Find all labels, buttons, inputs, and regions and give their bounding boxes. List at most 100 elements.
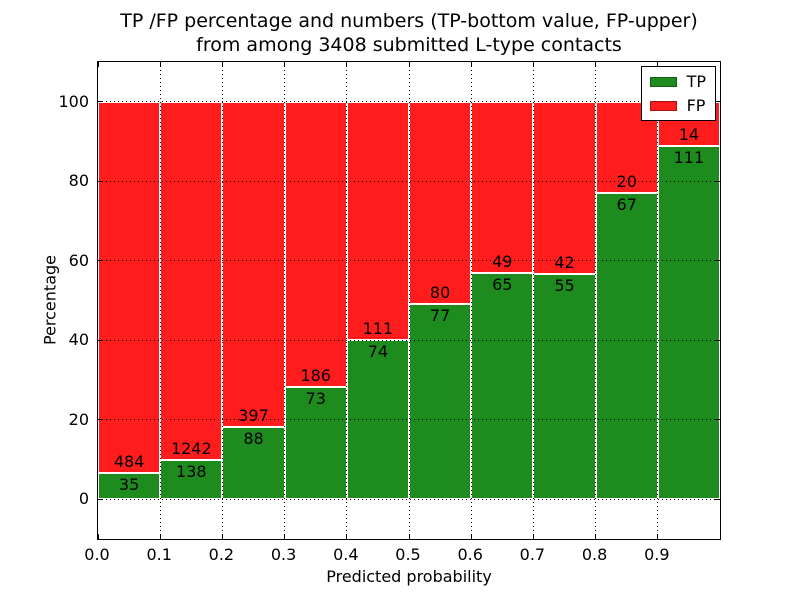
legend-item-tp: TP <box>649 72 706 91</box>
bar-value-fp: 111 <box>362 319 394 339</box>
grid-layer <box>98 62 720 539</box>
h-gridline <box>98 498 720 500</box>
x-tick-bottom <box>595 534 597 539</box>
chart-title-line2: from among 3408 submitted L-type contact… <box>196 34 622 57</box>
x-axis-label: Predicted probability <box>326 567 492 586</box>
bar-value-tp: 55 <box>554 275 575 295</box>
x-tick-top <box>346 62 348 67</box>
bar-value-tp: 74 <box>367 342 389 362</box>
legend-item-fp: FP <box>649 96 706 115</box>
bar-segment-fp <box>284 101 347 388</box>
y-tick-left <box>98 101 103 103</box>
x-tick-label: 0.2 <box>208 545 235 564</box>
x-tick-top <box>470 62 472 67</box>
x-tick-bottom <box>657 534 659 539</box>
y-tick-left <box>98 419 103 421</box>
y-axis-label: Percentage <box>40 254 60 346</box>
y-tick-labels: 0 20 40 60 80 100 <box>0 61 89 540</box>
y-tick-right <box>715 339 720 341</box>
bar-value-tp: 35 <box>118 474 140 494</box>
bar-value-tp: 65 <box>492 274 513 294</box>
legend-swatch-tp <box>649 76 677 87</box>
y-tick-left <box>98 339 103 341</box>
x-tick-bottom <box>221 534 223 539</box>
x-tick-labels: 0.0 0.1 0.2 0.3 0.4 0.5 0.6 0.7 0.8 0.9 <box>84 545 721 567</box>
y-tick-right <box>715 498 720 500</box>
y-tick-right <box>715 260 720 262</box>
x-tick-bottom <box>346 534 348 539</box>
x-tick-label: 0.9 <box>644 545 670 564</box>
h-gridline <box>98 260 720 262</box>
x-tick-bottom <box>97 534 99 539</box>
bar-value-fp: 14 <box>678 125 700 145</box>
x-tick-top <box>532 62 534 67</box>
x-tick-label: 0.0 <box>84 545 110 564</box>
x-tick-bottom <box>470 534 472 539</box>
y-tick-right <box>715 101 720 103</box>
legend-label-tp: TP <box>686 72 706 91</box>
bar-segment-tp <box>409 304 472 500</box>
x-tick-top <box>408 62 410 67</box>
y-tick-right <box>715 419 720 421</box>
bar-segment-tp <box>284 387 347 500</box>
bar-value-tp: 88 <box>243 429 264 449</box>
bar-segment-fp <box>160 101 223 460</box>
x-tick-top <box>595 62 597 67</box>
bar-segment-fp <box>533 101 596 274</box>
bar-value-tp: 138 <box>176 461 207 481</box>
x-tick-label: 0.4 <box>333 545 359 564</box>
chart-title-line1: TP /FP percentage and numbers (TP-bottom… <box>120 10 698 32</box>
x-tick-top <box>221 62 223 67</box>
v-gridline <box>221 62 223 539</box>
x-tick-label: 0.7 <box>519 545 546 564</box>
x-tick-bottom <box>408 534 410 539</box>
chart-title: TP /FP percentage and numbers (TP-bottom… <box>97 9 721 58</box>
bar-value-tp: 111 <box>673 148 705 168</box>
x-tick-bottom <box>532 534 534 539</box>
bar-value-fp: 397 <box>238 406 269 426</box>
y-tick-left <box>98 498 103 500</box>
x-tick-top <box>97 62 99 67</box>
bar-value-fp: 1242 <box>170 438 212 458</box>
bar-value-fp: 484 <box>113 451 145 471</box>
v-gridline <box>657 62 659 539</box>
y-tick-right <box>715 180 720 182</box>
bars-layer <box>98 62 720 539</box>
y-tick-label: 60 <box>68 250 89 270</box>
x-tick-bottom <box>284 534 286 539</box>
plot-area: 484 35 1242 138 397 88 186 73 111 74 80 77 49 65 42 55 2… <box>97 61 721 540</box>
bar-segment-tp <box>471 272 534 500</box>
bar-segment-tp <box>657 146 720 500</box>
bar-value-fp: 20 <box>616 172 637 192</box>
y-tick-label: 80 <box>68 171 89 191</box>
v-gridline <box>346 62 348 539</box>
v-gridline <box>595 62 597 539</box>
x-tick-label: 0.6 <box>457 545 483 564</box>
x-tick-label: 0.5 <box>395 545 421 564</box>
bar-value-fp: 80 <box>429 283 451 303</box>
v-gridline <box>532 62 534 539</box>
ticks-layer <box>97 62 720 539</box>
bar-value-tp: 73 <box>305 389 326 409</box>
bar-segment-tp <box>595 193 658 500</box>
legend: TP FP <box>640 66 716 121</box>
y-tick-left <box>98 180 103 182</box>
x-tick-top <box>159 62 161 67</box>
bar-segment-tp <box>533 273 596 500</box>
x-tick-top <box>657 62 659 67</box>
bar-segment-fp <box>409 101 472 305</box>
bar-value-fp: 186 <box>300 366 331 386</box>
v-gridline <box>408 62 410 539</box>
x-tick-label: 0.3 <box>270 545 297 564</box>
bar-values-layer: 484 35 1242 138 397 88 186 73 111 74 80 77 49 65 42 55 2… <box>98 62 720 539</box>
legend-label-fp: FP <box>686 96 706 115</box>
x-tick-label: 0.1 <box>146 545 172 564</box>
bar-value-tp: 77 <box>429 306 451 326</box>
h-gridline <box>98 180 720 182</box>
v-gridline <box>470 62 472 539</box>
legend-swatch-fp <box>649 100 677 111</box>
bar-segment-fp <box>222 101 285 428</box>
bar-value-tp: 67 <box>616 195 637 215</box>
bar-segment-tp <box>98 472 161 500</box>
x-tick-bottom <box>159 534 161 539</box>
